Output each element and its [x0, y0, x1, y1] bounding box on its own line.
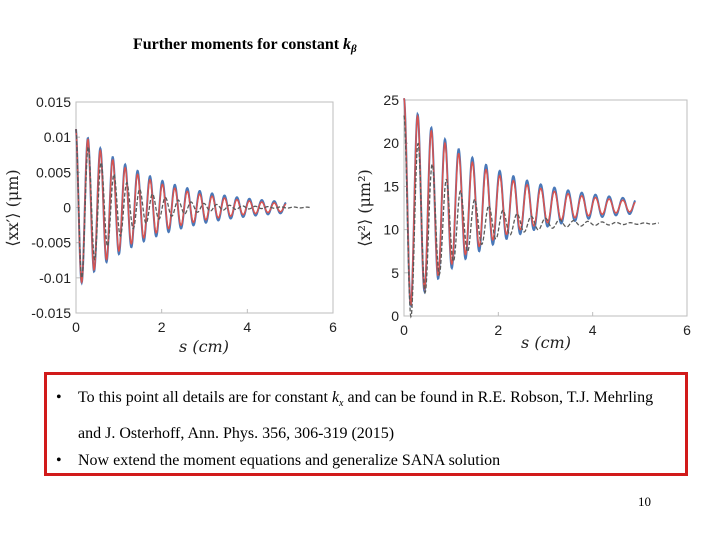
series-line-dashed — [403, 115, 659, 319]
chart-x-squared: 0 2 4 6 25 20 15 10 5 0 s (cm) ⟨x²⟩ (μm²) — [355, 92, 691, 352]
slide-title-text: Further moments for constant — [133, 36, 344, 53]
series-group — [75, 129, 312, 286]
y-tick-label: -0.015 — [31, 305, 71, 321]
y-tick-label: -0.005 — [31, 235, 71, 251]
x-axis-label: s (cm) — [179, 337, 229, 356]
y-tick-label: -0.01 — [39, 270, 71, 286]
notes-box — [44, 372, 688, 476]
bullet1-text-pre: To this point all details are for consta… — [78, 389, 332, 406]
y-tick-label: 0.015 — [36, 94, 71, 110]
bullet1-text-post: and can be found in R.E. Robson, T.J. Me… — [78, 389, 654, 443]
bullet1-subscript: x — [339, 398, 344, 410]
series-group — [403, 98, 659, 319]
page-number: 10 — [638, 494, 651, 509]
bullet-text: Now extend the moment equations and gene… — [78, 452, 501, 469]
y-tick-label: 0.01 — [44, 129, 71, 145]
bullet-text: To this point all details are for consta… — [78, 383, 678, 449]
series-line-red — [75, 129, 287, 285]
y-tick-label: 20 — [383, 135, 399, 151]
x-tick-label: 2 — [494, 322, 502, 338]
y-axis-label: ⟨xx′⟩ (μm) — [3, 169, 22, 246]
x-tick-label: 4 — [589, 322, 597, 338]
tick-group: 0 2 4 6 25 20 15 10 5 0 — [383, 92, 691, 338]
y-tick-label: 10 — [383, 222, 399, 238]
y-tick-label: 15 — [383, 178, 399, 194]
slide-title-k: k — [343, 36, 352, 53]
x-tick-label: 0 — [72, 319, 80, 335]
bullet-symbol: • — [56, 389, 62, 406]
x-tick-label: 6 — [683, 322, 691, 338]
x-tick-label: 2 — [158, 319, 166, 335]
bullet1-k: k — [331, 389, 340, 406]
bullet-symbol: • — [56, 452, 62, 469]
tick-group: 0 2 4 6 0.015 0.01 0.005 0 -0.005 -0.01 -0.015 — [31, 94, 337, 335]
y-tick-label: 0 — [63, 200, 71, 216]
y-tick-label: 0 — [391, 308, 399, 324]
chart-xx-prime: 0 2 4 6 0.015 0.01 0.005 0 -0.005 -0.01 -0.015 s (… — [3, 94, 337, 356]
slide-title: Further moments for constant kβ — [133, 36, 553, 55]
plot-area — [403, 99, 688, 317]
y-axis-label: ⟨x²⟩ (μm²) — [355, 169, 374, 246]
y-tick-label: 25 — [383, 92, 399, 108]
y-tick-label: 0.005 — [36, 164, 71, 180]
x-axis-label: s (cm) — [521, 333, 571, 352]
series-line-dashed — [75, 129, 312, 280]
x-tick-label: 6 — [329, 319, 337, 335]
series-line-red — [403, 98, 636, 306]
x-tick-label: 0 — [400, 322, 408, 338]
y-tick-label: 5 — [391, 265, 399, 281]
x-tick-label: 4 — [243, 319, 251, 335]
slide-title-subscript: β — [351, 43, 357, 55]
